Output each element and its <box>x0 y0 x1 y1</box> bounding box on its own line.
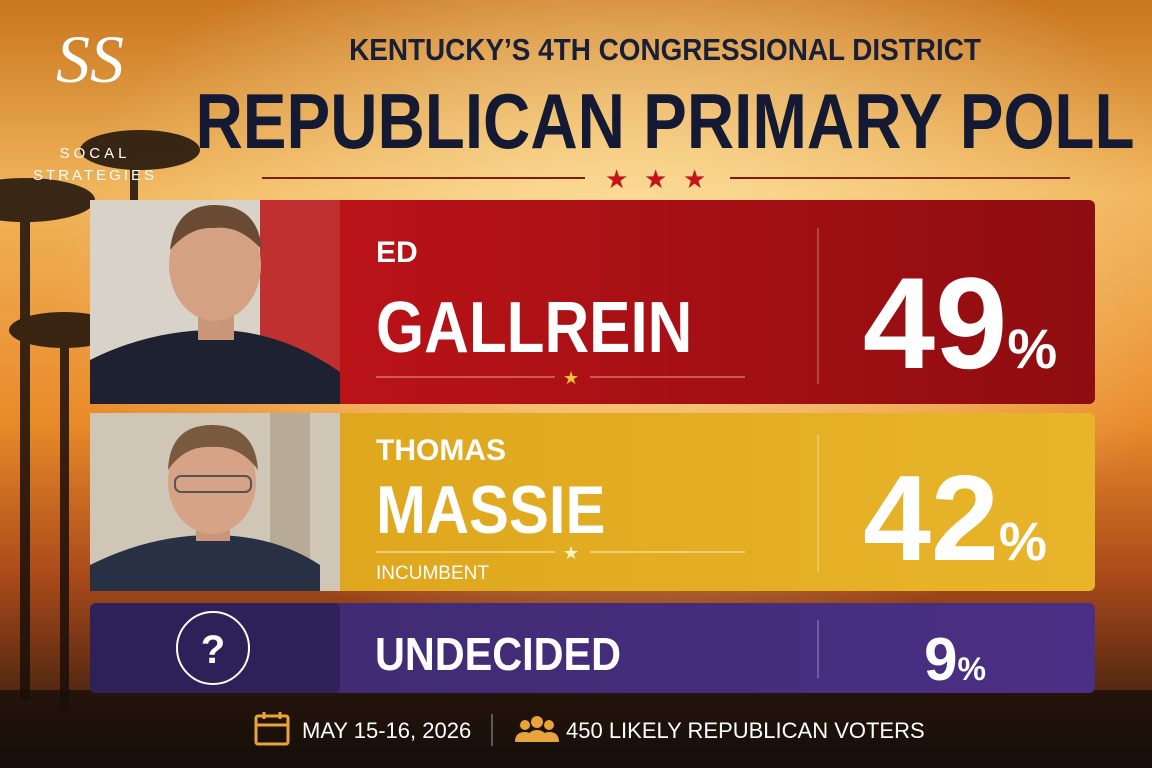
stars: ★ ★ ★ <box>605 164 706 194</box>
first-name: THOMAS <box>376 434 506 467</box>
calendar-icon <box>254 712 290 746</box>
subtitle: KENTUCKY’S 4TH CONGRESSIONAL DISTRICT <box>349 33 981 68</box>
percent: 9 <box>924 626 957 693</box>
candidate-photo <box>90 413 340 591</box>
percent: 49 <box>863 250 1008 396</box>
star: ★ <box>563 543 579 563</box>
first-name: ED <box>376 236 418 269</box>
icon-ring <box>176 611 250 685</box>
sample-size: 450 LIKELY REPUBLICAN VOTERS <box>566 718 925 743</box>
star: ★ <box>563 368 579 388</box>
poll-dates: MAY 15-16, 2026 <box>302 718 471 743</box>
icon-panel <box>90 603 340 693</box>
percent-sign: % <box>1007 317 1057 380</box>
title: REPUBLICAN PRIMARY POLL <box>196 79 1135 166</box>
undecided-icon: ? <box>201 628 225 672</box>
undecided-label: UNDECIDED <box>375 629 621 681</box>
footer-shade <box>0 690 1152 768</box>
candidate-card <box>90 413 1095 591</box>
svg-text:★: ★ <box>683 164 706 194</box>
percent-label: 9% <box>924 626 986 693</box>
svg-text:★: ★ <box>644 164 667 194</box>
logo-line: STRATEGIES <box>33 167 157 184</box>
undecided-card <box>90 603 1095 693</box>
last-name: GALLREIN <box>376 288 692 368</box>
percent-label: 42% <box>863 450 1047 586</box>
last-name: MASSIE <box>376 471 605 547</box>
svg-text:★: ★ <box>605 164 628 194</box>
candidate-card <box>90 200 1095 404</box>
incumbent-note: INCUMBENT <box>376 563 489 584</box>
logo-mark: SS <box>56 21 124 97</box>
percent-sign: % <box>999 512 1047 572</box>
percent: 42 <box>863 450 999 586</box>
people-icon <box>515 716 559 742</box>
percent-label: 49% <box>863 250 1057 396</box>
candidate-photo <box>90 200 340 404</box>
logo-line: SOCAL <box>60 145 131 162</box>
percent-sign: % <box>957 651 985 687</box>
